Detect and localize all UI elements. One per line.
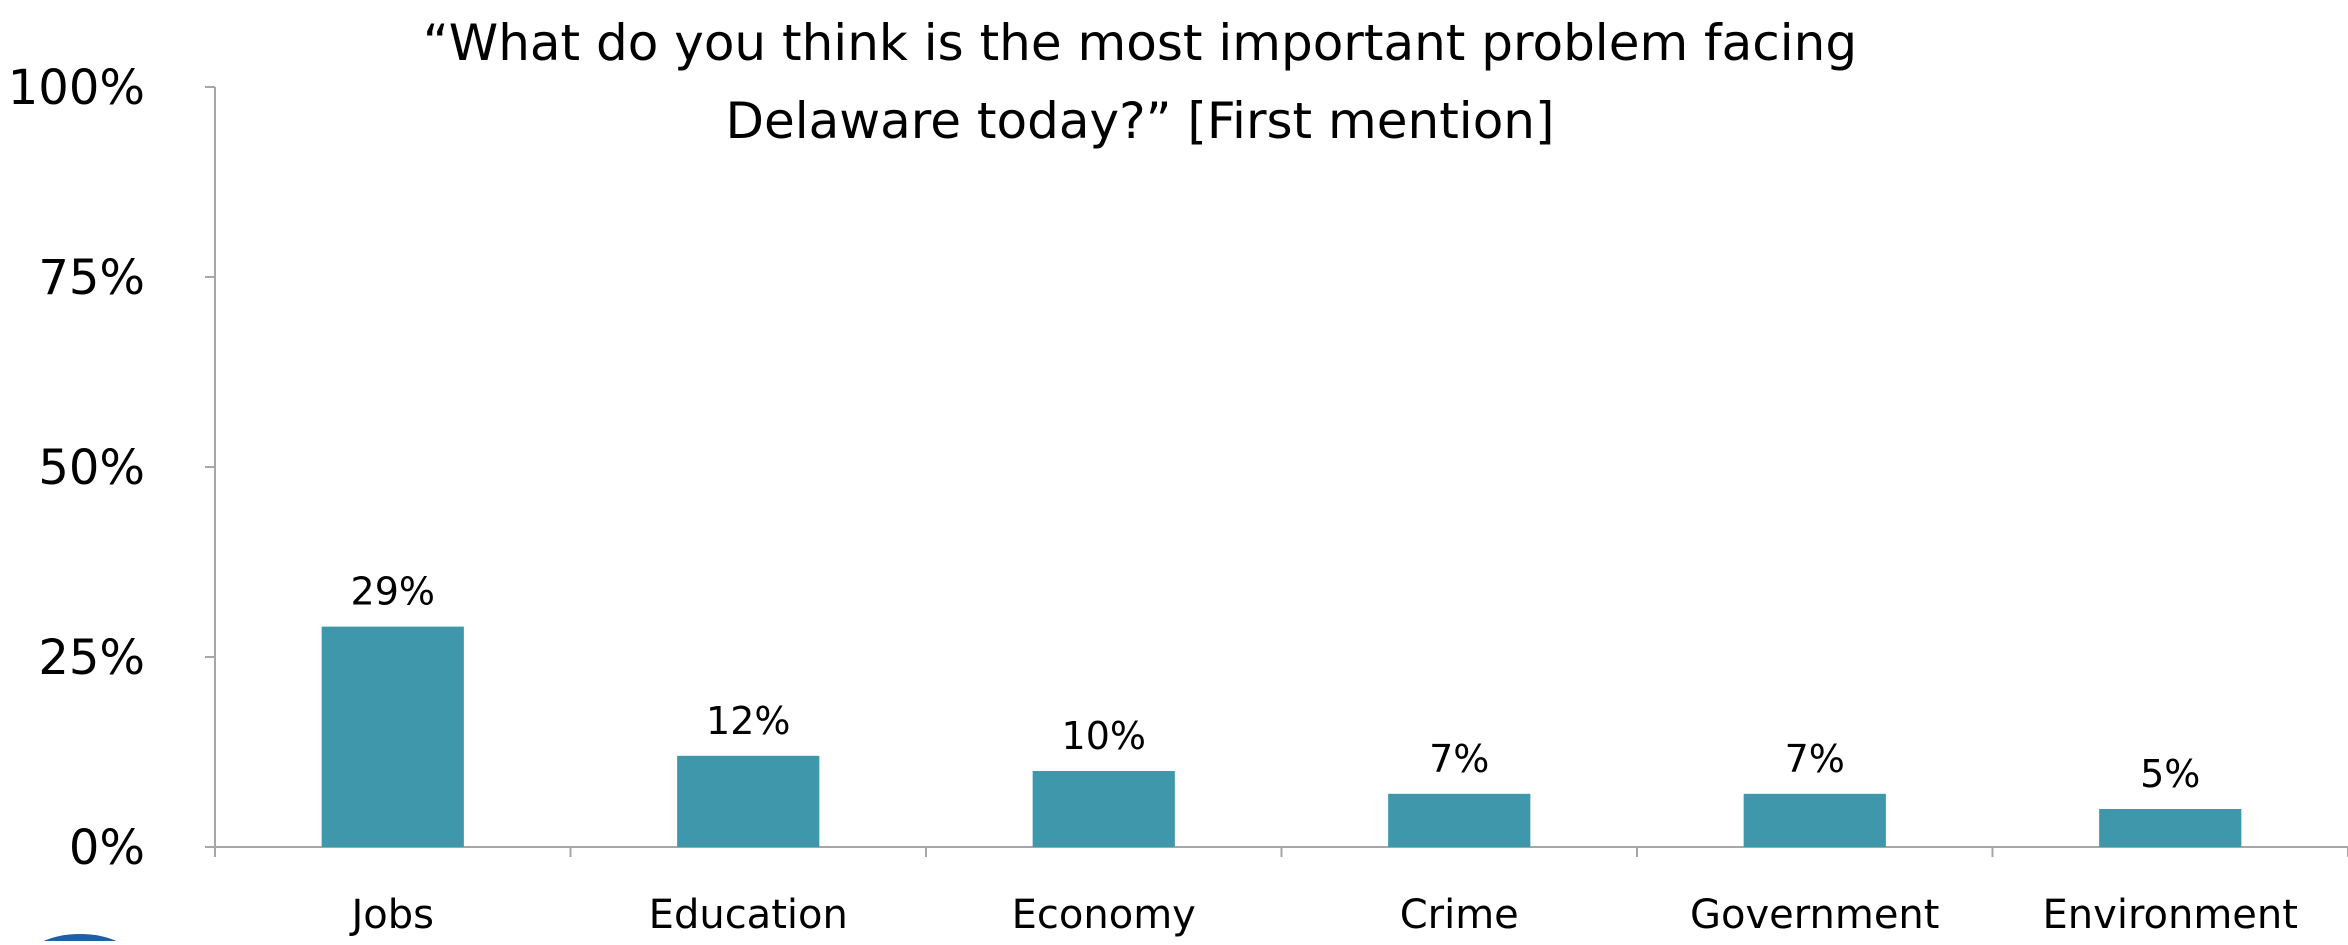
- y-axis-tick-label: 0%: [69, 820, 145, 876]
- logo-fragment: [20, 929, 140, 941]
- bar: [677, 755, 820, 847]
- y-axis-tick-labels: 0% 25% 50% 75% 100%: [8, 60, 145, 876]
- data-labels: 29% 12% 10% 7% 7% 5%: [351, 570, 2201, 796]
- data-label: 7%: [1785, 737, 1845, 781]
- data-label: 5%: [2140, 752, 2200, 796]
- y-axis-tick-label: 50%: [38, 440, 145, 496]
- y-axis-tick-label: 25%: [38, 630, 145, 686]
- bars: [321, 626, 2242, 847]
- data-label: 12%: [706, 699, 790, 743]
- x-axis-tick-label: Economy: [1012, 892, 1196, 938]
- x-axis-tick-label: Environment: [2043, 892, 2298, 938]
- bar: [1743, 793, 1886, 847]
- x-axis-tick-label: Jobs: [349, 892, 435, 938]
- x-axis-tick-label: Government: [1690, 892, 1939, 938]
- bar: [1388, 793, 1531, 847]
- axes: [205, 86, 2348, 857]
- x-axis-tick-label: Crime: [1400, 892, 1519, 938]
- bar: [1032, 771, 1175, 847]
- y-axis-tick-label: 75%: [38, 250, 145, 306]
- data-label: 7%: [1429, 737, 1489, 781]
- y-axis-tick-label: 100%: [8, 60, 145, 116]
- chart-title: “What do you think is the most important…: [422, 14, 1858, 150]
- bar: [321, 626, 464, 847]
- bar: [2099, 809, 2242, 847]
- x-axis-tick-labels: Jobs Education Economy Crime Government Envir…: [349, 892, 2298, 938]
- data-label: 29%: [351, 570, 435, 614]
- x-axis-tick-label: Education: [649, 892, 848, 938]
- data-label: 10%: [1062, 714, 1146, 758]
